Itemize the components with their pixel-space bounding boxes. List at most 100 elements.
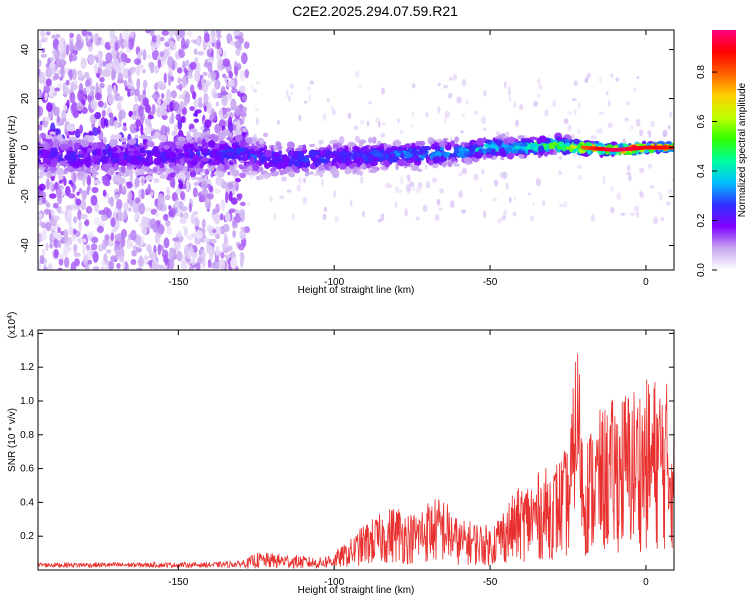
heatmap-cell xyxy=(52,202,59,209)
heatmap-cell xyxy=(134,134,139,139)
heatmap-cell xyxy=(111,152,120,160)
heatmap-cell xyxy=(145,187,153,194)
heatmap-cell xyxy=(668,111,673,119)
heatmap-cell xyxy=(353,125,359,130)
heatmap-cell xyxy=(179,216,186,224)
heatmap-cell xyxy=(241,116,246,122)
heatmap-cell xyxy=(151,147,159,153)
heatmap-cell xyxy=(146,150,156,157)
heatmap-cell xyxy=(193,48,198,55)
heatmap-cell xyxy=(310,163,315,170)
heatmap-cell xyxy=(447,92,453,99)
heatmap-cell xyxy=(122,40,129,48)
heatmap-cell xyxy=(450,140,455,147)
heatmap-cell xyxy=(571,98,577,102)
heatmap-cell xyxy=(355,135,360,143)
heatmap-cell xyxy=(671,177,674,182)
heatmap-cell xyxy=(155,34,161,44)
heatmap-cell xyxy=(50,208,55,218)
heatmap-cell xyxy=(528,192,531,196)
heatmap-y-ticks: -40 -20 0 20 40 xyxy=(20,44,674,253)
heatmap-cell xyxy=(481,116,487,125)
heatmap-cell xyxy=(235,177,241,183)
heatmap-cell xyxy=(164,258,169,266)
heatmap-cell xyxy=(243,41,250,49)
heatmap-cell xyxy=(238,243,245,251)
heatmap-cell xyxy=(269,167,276,173)
heatmap-cell xyxy=(537,145,545,153)
heatmap-cell xyxy=(119,32,123,45)
heatmap-cell xyxy=(375,117,380,124)
heatmap-cell xyxy=(72,184,77,190)
heatmap-cell xyxy=(286,155,290,163)
heatmap-cell xyxy=(38,261,42,270)
heatmap-cell xyxy=(70,261,77,270)
heatmap-cell xyxy=(140,115,144,126)
heatmap-cell xyxy=(38,183,46,191)
heatmap-cell xyxy=(240,226,245,232)
heatmap-cell xyxy=(42,149,51,158)
heatmap-cell xyxy=(68,217,72,229)
heatmap-cell xyxy=(326,98,330,103)
heatmap-cell xyxy=(182,60,186,69)
heatmap-cell xyxy=(162,249,166,255)
heatmap-cell xyxy=(320,158,327,164)
heatmap-cell xyxy=(58,258,64,266)
heatmap-cell xyxy=(152,263,161,270)
heatmap-cell xyxy=(237,193,242,201)
heatmap-cell xyxy=(245,137,252,144)
heatmap-cell xyxy=(219,213,224,221)
heatmap-cell xyxy=(42,248,46,257)
heatmap-cell xyxy=(212,92,219,99)
heatmap-cell xyxy=(513,101,516,109)
heatmap-cell xyxy=(47,263,53,270)
heatmap-cell xyxy=(129,241,133,248)
heatmap-cell xyxy=(145,207,153,212)
heatmap-cell xyxy=(201,189,209,195)
heatmap-cell xyxy=(95,82,99,94)
heatmap-cell xyxy=(138,50,144,56)
heatmap-cell xyxy=(285,89,289,98)
heatmap-cell xyxy=(166,125,171,136)
heatmap-cell xyxy=(200,148,209,154)
heatmap-cell xyxy=(454,136,459,143)
colorbar-tick-label: 0.4 xyxy=(696,164,707,178)
heatmap-cell xyxy=(167,151,176,159)
heatmap-cell xyxy=(537,154,542,159)
heatmap-cell xyxy=(203,237,210,243)
heatmap-cell xyxy=(632,86,637,92)
heatmap-cell xyxy=(147,140,154,148)
heatmap-cell xyxy=(107,93,115,105)
heatmap-cell xyxy=(189,128,198,133)
heatmap-cell xyxy=(126,237,132,249)
heatmap-cell xyxy=(132,110,137,116)
heatmap-cell xyxy=(64,256,70,269)
heatmap-cell xyxy=(59,37,65,44)
heatmap-cell xyxy=(275,141,282,148)
y-tick-label: 1.2 xyxy=(20,362,34,373)
heatmap-cell xyxy=(213,134,220,143)
heatmap-cell xyxy=(367,101,373,105)
heatmap-cell xyxy=(233,65,239,76)
heatmap-cell xyxy=(114,41,119,52)
heatmap-cell xyxy=(602,179,606,185)
heatmap-cell xyxy=(172,237,180,242)
heatmap-cell xyxy=(178,180,183,189)
heatmap-cell xyxy=(103,118,109,127)
heatmap-cell xyxy=(123,209,128,219)
heatmap-cell xyxy=(275,161,281,167)
heatmap-cell xyxy=(347,112,352,120)
heatmap-cell xyxy=(49,181,54,191)
heatmap-cell xyxy=(503,81,507,89)
heatmap-cell xyxy=(384,160,391,168)
heatmap-cell xyxy=(239,85,246,94)
heatmap-cell xyxy=(120,137,127,143)
heatmap-cell xyxy=(85,262,90,270)
heatmap-cell xyxy=(68,136,77,141)
heatmap-cell xyxy=(279,195,285,200)
heatmap-cell xyxy=(255,117,259,126)
heatmap-cell xyxy=(192,91,197,100)
heatmap-cell xyxy=(639,129,644,137)
heatmap-cell xyxy=(102,175,110,186)
y-tick-label: 1.4 xyxy=(20,328,34,339)
